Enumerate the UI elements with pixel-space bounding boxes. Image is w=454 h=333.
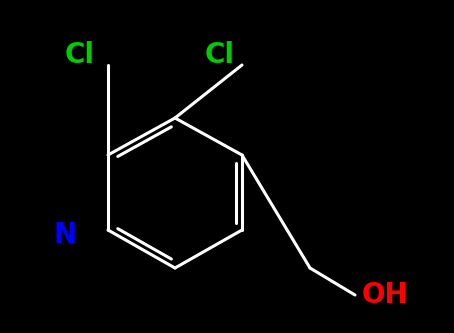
Text: Cl: Cl: [205, 41, 235, 69]
Text: N: N: [54, 221, 77, 249]
Text: OH: OH: [362, 281, 409, 309]
Text: Cl: Cl: [65, 41, 95, 69]
